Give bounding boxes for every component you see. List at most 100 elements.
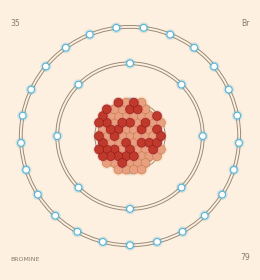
Circle shape	[139, 143, 152, 156]
Circle shape	[147, 144, 159, 155]
Circle shape	[141, 105, 150, 114]
Circle shape	[101, 104, 113, 115]
Circle shape	[141, 132, 150, 141]
Circle shape	[114, 125, 123, 134]
Circle shape	[108, 116, 121, 129]
Circle shape	[105, 137, 117, 149]
Circle shape	[199, 210, 210, 221]
Circle shape	[105, 124, 116, 135]
Circle shape	[129, 112, 138, 120]
Circle shape	[113, 124, 124, 135]
Circle shape	[50, 210, 61, 221]
Circle shape	[133, 145, 142, 154]
Circle shape	[126, 105, 134, 114]
Circle shape	[110, 145, 119, 154]
Circle shape	[143, 123, 155, 136]
Circle shape	[225, 86, 232, 93]
Circle shape	[101, 144, 113, 155]
Text: Br: Br	[241, 19, 250, 28]
Circle shape	[60, 42, 71, 53]
Circle shape	[26, 84, 37, 95]
Circle shape	[141, 158, 150, 167]
Circle shape	[118, 105, 127, 114]
Circle shape	[127, 99, 133, 106]
Circle shape	[153, 112, 161, 120]
Circle shape	[129, 125, 138, 134]
Circle shape	[138, 22, 149, 33]
Circle shape	[157, 118, 165, 127]
Circle shape	[126, 145, 134, 154]
Circle shape	[153, 138, 161, 147]
Circle shape	[128, 123, 140, 136]
Circle shape	[136, 137, 147, 149]
Circle shape	[42, 63, 49, 70]
Circle shape	[223, 84, 234, 95]
Circle shape	[113, 24, 120, 31]
Circle shape	[122, 125, 131, 134]
Circle shape	[137, 152, 146, 161]
Circle shape	[112, 164, 125, 176]
Circle shape	[114, 165, 123, 174]
Circle shape	[125, 97, 135, 108]
Circle shape	[139, 103, 152, 115]
Circle shape	[126, 158, 134, 167]
Circle shape	[153, 125, 161, 134]
Circle shape	[108, 103, 121, 115]
Circle shape	[100, 239, 106, 245]
Circle shape	[73, 182, 84, 193]
Circle shape	[52, 131, 63, 141]
Circle shape	[116, 117, 128, 129]
Circle shape	[149, 145, 158, 154]
Circle shape	[110, 118, 119, 127]
Circle shape	[93, 117, 105, 129]
Circle shape	[113, 150, 124, 162]
Circle shape	[120, 164, 132, 176]
Circle shape	[132, 157, 144, 169]
Circle shape	[128, 150, 140, 162]
Circle shape	[128, 110, 140, 122]
Circle shape	[124, 130, 136, 142]
Circle shape	[122, 112, 131, 120]
Circle shape	[157, 145, 165, 154]
Circle shape	[177, 227, 188, 237]
Circle shape	[135, 96, 148, 109]
Circle shape	[110, 105, 119, 114]
Circle shape	[136, 124, 147, 135]
Circle shape	[209, 61, 219, 72]
Circle shape	[124, 117, 136, 129]
Circle shape	[114, 112, 123, 120]
Circle shape	[132, 143, 144, 156]
Circle shape	[124, 104, 136, 115]
Circle shape	[137, 125, 146, 134]
Circle shape	[229, 164, 239, 175]
Circle shape	[99, 138, 107, 147]
Circle shape	[202, 212, 208, 219]
Circle shape	[106, 152, 115, 161]
Circle shape	[137, 138, 146, 147]
Circle shape	[165, 29, 176, 40]
Circle shape	[124, 157, 136, 169]
Circle shape	[16, 137, 27, 148]
Circle shape	[236, 139, 242, 146]
Circle shape	[125, 240, 135, 251]
Circle shape	[116, 103, 128, 115]
Circle shape	[118, 145, 127, 154]
Circle shape	[97, 123, 109, 136]
Circle shape	[197, 131, 208, 141]
Circle shape	[143, 110, 155, 122]
Text: BROMINE: BROMINE	[10, 257, 40, 262]
Circle shape	[140, 117, 151, 129]
Circle shape	[176, 79, 187, 90]
Circle shape	[41, 61, 51, 72]
Circle shape	[105, 150, 116, 162]
Circle shape	[114, 98, 123, 107]
Circle shape	[125, 164, 135, 175]
Circle shape	[139, 130, 152, 142]
Circle shape	[232, 110, 243, 121]
Circle shape	[145, 152, 154, 161]
Circle shape	[141, 118, 150, 127]
Circle shape	[217, 189, 228, 200]
Circle shape	[128, 137, 140, 149]
Circle shape	[124, 144, 136, 155]
Circle shape	[127, 167, 133, 173]
